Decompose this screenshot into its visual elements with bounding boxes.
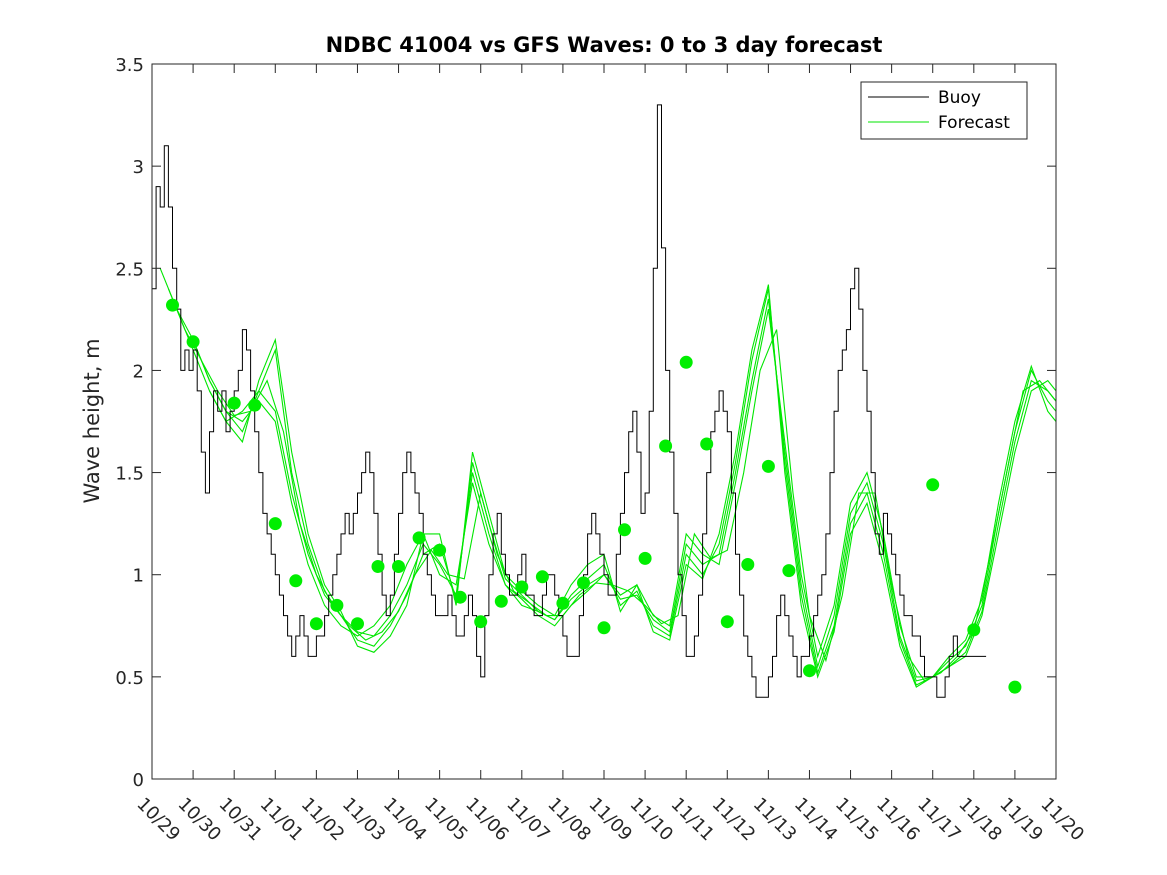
buoy-line <box>152 104 987 698</box>
analysis-point <box>720 615 734 629</box>
analysis-point <box>166 298 179 312</box>
analysis-point <box>1008 680 1022 694</box>
legend-buoy-label: Buoy <box>938 88 981 108</box>
analysis-markers <box>166 298 1022 694</box>
analysis-point <box>535 570 549 584</box>
analysis-point <box>412 531 426 545</box>
y-tick-label: 1.5 <box>115 464 144 485</box>
analysis-point <box>638 551 652 565</box>
analysis-point <box>618 523 631 537</box>
legend: Buoy Forecast <box>860 81 1028 140</box>
y-tick-label: 0 <box>133 770 144 791</box>
analysis-point <box>597 621 611 635</box>
analysis-point <box>967 623 981 637</box>
y-tick-label: 2 <box>133 361 144 382</box>
analysis-point <box>556 596 570 610</box>
analysis-point <box>659 439 673 453</box>
analysis-point <box>761 459 775 473</box>
analysis-point <box>309 617 323 631</box>
analysis-point <box>474 615 488 629</box>
forecast-series-line <box>167 288 1057 682</box>
analysis-point <box>577 576 590 590</box>
forecast-lines <box>159 268 1057 688</box>
analysis-point <box>782 564 796 578</box>
y-tick-label: 0.5 <box>115 668 144 689</box>
analysis-point <box>248 398 262 412</box>
y-axis-ticks: 0 0.5 1 1.5 2 2.5 3 3.5 <box>115 55 1056 791</box>
analysis-point <box>392 560 405 573</box>
legend-forecast-label: Forecast <box>938 113 1010 133</box>
analysis-point <box>803 664 816 678</box>
analysis-point <box>926 478 940 492</box>
analysis-point <box>371 560 385 573</box>
y-tick-label: 2.5 <box>115 259 144 280</box>
analysis-point <box>515 580 529 594</box>
analysis-point <box>679 355 693 369</box>
y-tick-label: 3.5 <box>115 55 144 76</box>
analysis-point <box>741 558 755 571</box>
forecast-series-line <box>176 298 1057 682</box>
analysis-point <box>289 574 303 588</box>
analysis-point <box>494 594 508 608</box>
analysis-point <box>268 517 282 531</box>
y-axis-label: Wave height, m <box>80 338 104 503</box>
plot-area: 00.511.522.533.5 10/2910/3010/3111/0111/… <box>115 55 1088 845</box>
analysis-point <box>700 437 714 451</box>
analysis-point <box>433 543 447 557</box>
buoy-series-line <box>152 104 987 698</box>
analysis-point <box>453 590 467 604</box>
analysis-point <box>186 335 200 349</box>
y-tick-label: 1 <box>133 566 144 587</box>
y-tick-label: 3 <box>133 157 144 178</box>
forecast-series-line <box>209 284 1057 688</box>
analysis-point <box>330 598 344 612</box>
legend-box <box>860 81 1028 140</box>
analysis-point <box>351 617 364 631</box>
chart-title: NDBC 41004 vs GFS Waves: 0 to 3 day fore… <box>326 33 883 57</box>
analysis-point <box>227 396 241 410</box>
